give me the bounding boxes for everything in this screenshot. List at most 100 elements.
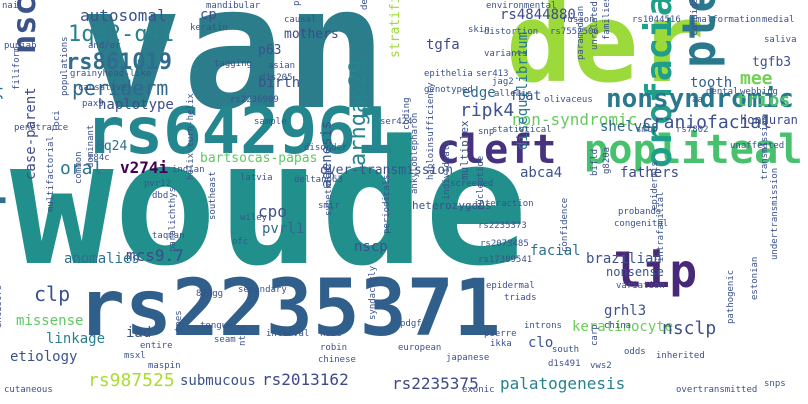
word-nsclp: nsclp (662, 318, 717, 339)
word-nonsyndromic: nonsyndromic (606, 84, 794, 114)
small-rs2236909: rs2236909 (230, 95, 279, 105)
word-nonsense: nonsense (606, 265, 664, 279)
word-periderm: periderm (72, 76, 169, 100)
word-rs987525: rs987525 (88, 370, 175, 391)
small-rs7552506: rs7552506 (550, 27, 599, 37)
small-inherited: inherited (656, 351, 705, 361)
small-ofc: ofc (232, 237, 249, 247)
small-vws2: vws2 (590, 361, 612, 371)
word-submucous: submucous (180, 373, 256, 389)
small-smir: smir (318, 201, 340, 211)
word-rs861019: rs861019 (66, 50, 172, 75)
small-screened: screened (450, 179, 494, 189)
small-carp: carp (590, 324, 600, 346)
small-common: common (74, 151, 84, 184)
small-penetrance: penetrance (14, 123, 69, 133)
word-autosomal: autosomal (80, 6, 167, 25)
small-probands: probands (618, 207, 662, 217)
small-rs2073485: rs2073485 (480, 239, 529, 249)
word-rs2013162: rs2013162 (262, 370, 349, 389)
word-pvrl1: pvrl1 (262, 221, 305, 237)
small-overtransmitted: overtransmitted (676, 385, 758, 395)
word-craniofacial: craniofacial (642, 112, 773, 133)
small-transmission: transmission (760, 114, 770, 180)
small-confidence: confidence (560, 197, 570, 252)
small-punjab: punjab (4, 41, 37, 51)
small-interval: interval (266, 329, 310, 339)
small-robin: robin (320, 343, 348, 353)
word-1q32-q41: 1q32-q41 (68, 22, 174, 47)
small-south: south (552, 345, 580, 355)
small-paralichthys: paralichthys (168, 186, 178, 252)
word-palatogenesis: palatogenesis (500, 374, 626, 393)
small-japanese: japanese (446, 353, 490, 363)
word-p63: p63 (258, 43, 282, 58)
word-cleft: cleft (436, 127, 557, 173)
small-nail: nail (2, 1, 24, 11)
small-interaction: interaction (474, 199, 534, 209)
word-bartsocas-papas: bartsocas-papas (200, 151, 318, 166)
word-edge: edge (462, 85, 496, 101)
word-tgfb3: tgfb3 (752, 55, 792, 70)
small-keratin: keratin (190, 23, 228, 33)
small-dental: dental (706, 87, 739, 97)
word-case-parent: case-parent (23, 87, 39, 180)
small-msxl: msxl (124, 351, 146, 361)
small-filiform: filiform (12, 46, 22, 90)
small-multifactorial: multifactorial (46, 136, 56, 212)
small-exonic: exonic (462, 385, 495, 395)
small-unrelated: unrelated (590, 1, 600, 50)
small-pierre: pierre (484, 329, 517, 339)
small-820gg: 820gg (196, 289, 224, 299)
small-medial: medial (762, 15, 795, 25)
word-anomalies: anomalies (64, 251, 140, 267)
small-rs2235373: rs2235373 (478, 221, 527, 231)
small-deltanp63: deltanp63 (294, 175, 343, 185)
small-allelic: allelic (494, 89, 532, 99)
small-causal: causal (284, 15, 317, 25)
small-dominant: dominant (86, 124, 96, 168)
small-syndactyly: syndactyly (368, 265, 378, 320)
small-ikka: ikka (490, 339, 512, 349)
word-ripk4: ripk4 (460, 100, 515, 121)
small-pathogenic: pathogenic (726, 269, 736, 324)
small-snps: snps (764, 379, 786, 389)
small-individuals: individuals (442, 140, 452, 200)
small-dbd: dbd (152, 191, 169, 201)
word-facial: facial (530, 243, 581, 259)
small-families: families (602, 0, 612, 40)
small-distortion: distortion (484, 27, 539, 37)
small-variants: variants (484, 49, 528, 59)
small-rs1044516: rs1044516 (632, 15, 681, 25)
small-sample: sample (254, 117, 287, 127)
word-popliteal: popliteal (584, 126, 803, 173)
small-helix-turn-helix: helix-turn-helix (186, 93, 196, 180)
word-clo: clo (528, 335, 554, 351)
word-heterozygous: heterozygous (412, 199, 492, 212)
small-saliva: saliva (764, 35, 797, 45)
small-southeast: southeast (208, 171, 218, 220)
small-olivaceus: olivaceus (544, 95, 593, 105)
word-birth: birth (258, 75, 301, 91)
small-pax9: pax9 (82, 99, 104, 109)
word-tooth: tooth (690, 75, 733, 91)
word-brazilian: brazilian (586, 251, 662, 267)
small-nsoc: nsoc (320, 329, 342, 339)
small-disorder: disorder (304, 143, 348, 153)
small-snp: snp (478, 127, 495, 137)
small-g820a: g820a (602, 146, 612, 174)
small-causative: causative (78, 83, 127, 93)
small-fusion: fusion (562, 15, 595, 25)
small-rs17389541: rs17389541 (478, 255, 533, 265)
small-toes: toes (174, 310, 184, 332)
small-environmental: environmental (486, 1, 557, 11)
small-skin: skin (468, 25, 490, 35)
small-statistical: statistical (492, 125, 552, 135)
small-ser413: ser413 (476, 69, 509, 79)
small-entire: entire (140, 341, 173, 351)
small-ankyloblepharon: ankyloblepharon (410, 112, 420, 194)
small-introns: introns (524, 321, 562, 331)
small-polymorphisms: polymorphisms (292, 0, 302, 6)
word-rs642961: rs642961 (86, 95, 395, 169)
